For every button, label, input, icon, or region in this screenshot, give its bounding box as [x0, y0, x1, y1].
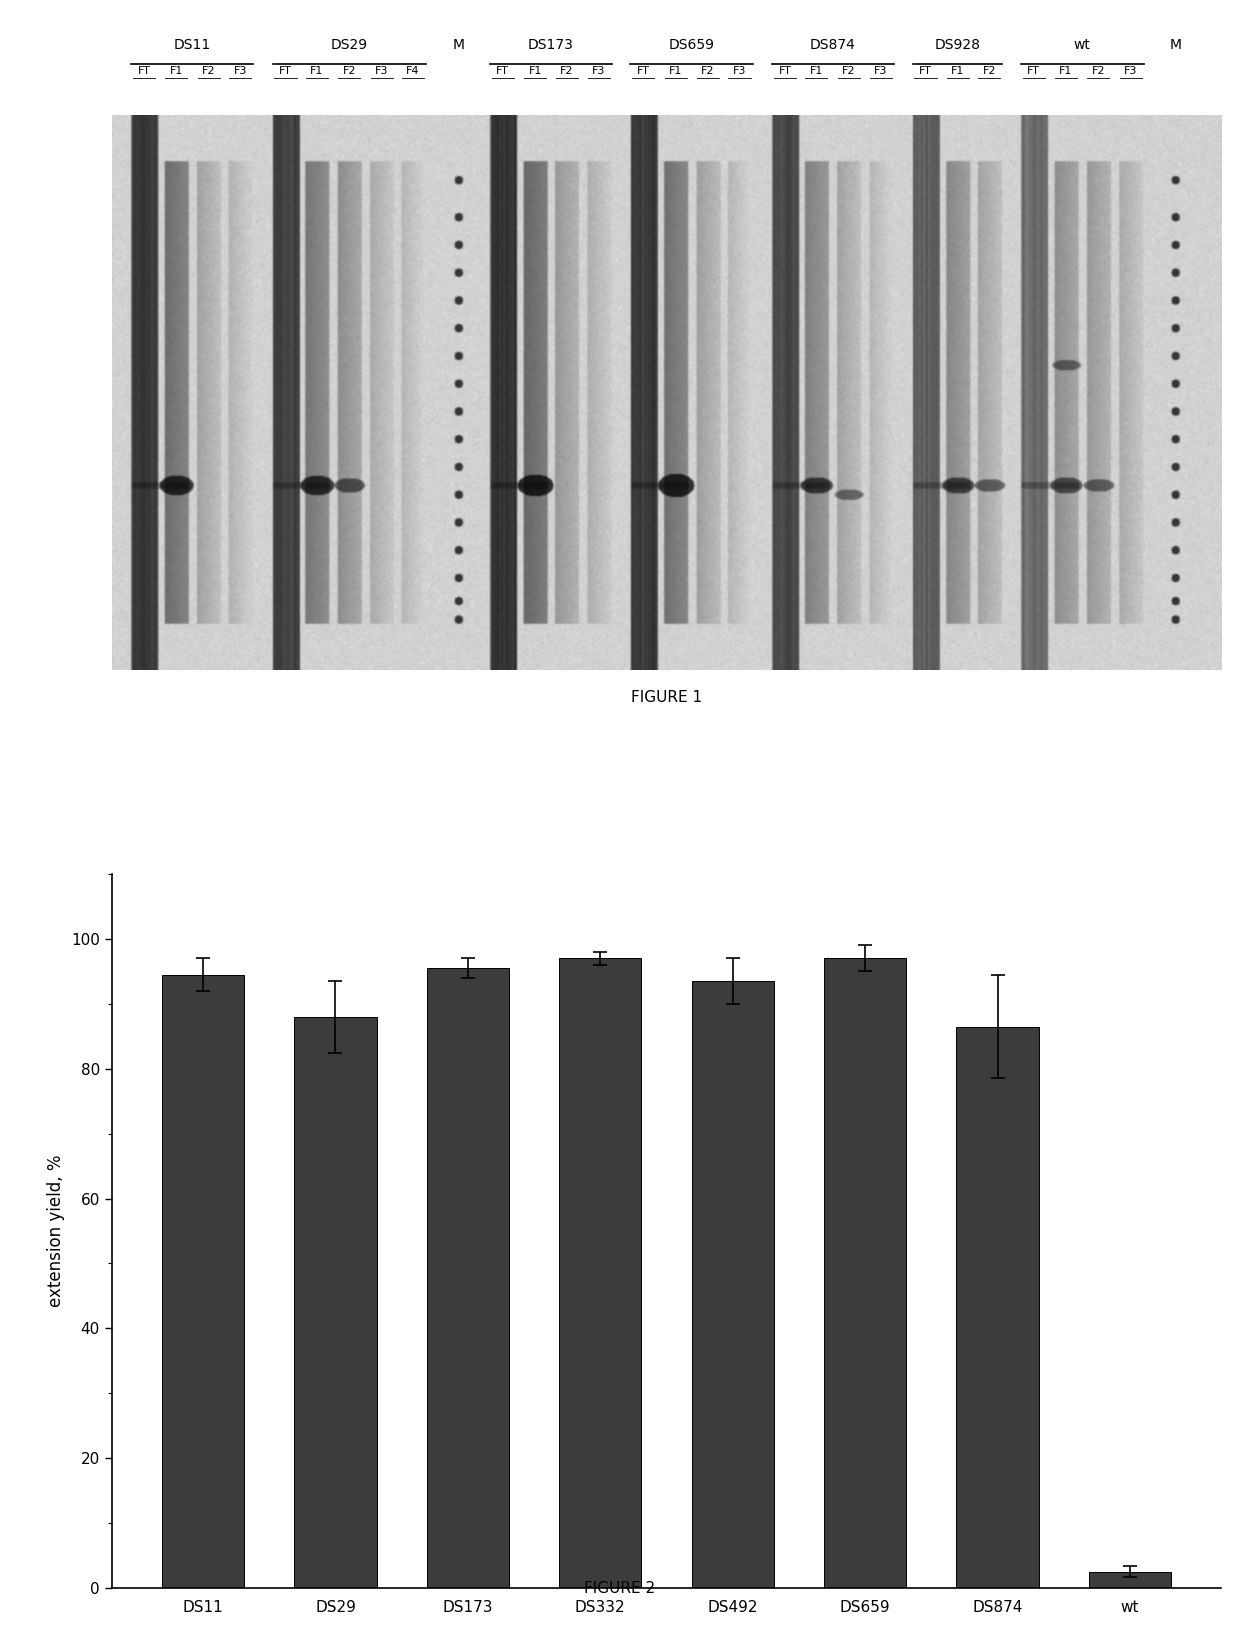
Text: F2: F2: [560, 65, 573, 75]
Text: FT: FT: [138, 65, 150, 75]
Text: F2: F2: [842, 65, 856, 75]
Text: F3: F3: [874, 65, 888, 75]
Text: F3: F3: [233, 65, 247, 75]
Text: FT: FT: [1027, 65, 1040, 75]
Text: F3: F3: [733, 65, 746, 75]
Text: F2: F2: [202, 65, 216, 75]
Text: F1: F1: [310, 65, 324, 75]
Text: DS173: DS173: [528, 38, 574, 52]
Bar: [559, 958, 641, 1588]
Text: F1: F1: [670, 65, 682, 75]
Bar: [956, 1026, 1039, 1588]
Text: F1: F1: [810, 65, 823, 75]
Text: DS659: DS659: [668, 38, 714, 52]
Bar: [294, 1017, 377, 1588]
Bar: [825, 958, 906, 1588]
Text: FT: FT: [496, 65, 510, 75]
Text: FIGURE 2: FIGURE 2: [584, 1581, 656, 1596]
Text: FT: FT: [919, 65, 932, 75]
Text: FIGURE 1: FIGURE 1: [631, 691, 702, 706]
Bar: [427, 967, 508, 1588]
Bar: [692, 981, 774, 1588]
Bar: [162, 974, 244, 1588]
Text: M: M: [1169, 38, 1182, 52]
Bar: [1089, 1572, 1171, 1588]
Text: F2: F2: [702, 65, 715, 75]
Text: FT: FT: [279, 65, 291, 75]
Text: F1: F1: [528, 65, 542, 75]
Text: DS928: DS928: [935, 38, 981, 52]
Y-axis label: extension yield, %: extension yield, %: [47, 1154, 66, 1308]
Text: FT: FT: [637, 65, 650, 75]
Text: F2: F2: [1091, 65, 1105, 75]
Text: F1: F1: [1059, 65, 1073, 75]
Text: DS874: DS874: [810, 38, 856, 52]
Text: F2: F2: [982, 65, 996, 75]
Text: F2: F2: [342, 65, 356, 75]
Text: F1: F1: [170, 65, 184, 75]
Text: DS11: DS11: [174, 38, 211, 52]
Text: FT: FT: [779, 65, 791, 75]
Text: wt: wt: [1074, 38, 1091, 52]
Text: F4: F4: [407, 65, 420, 75]
Text: F3: F3: [593, 65, 605, 75]
Text: M: M: [453, 38, 465, 52]
Text: F3: F3: [1125, 65, 1137, 75]
Text: F1: F1: [951, 65, 965, 75]
Text: DS29: DS29: [331, 38, 368, 52]
Text: F3: F3: [374, 65, 388, 75]
